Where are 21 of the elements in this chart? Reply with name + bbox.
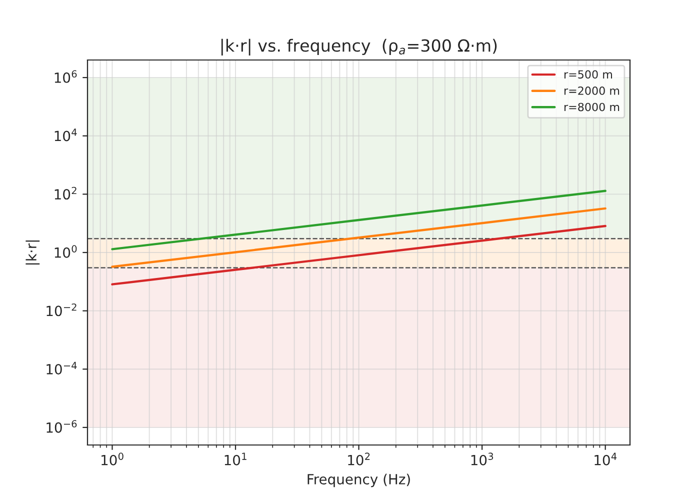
x-tick-label: 10$^{2}$ [348,452,370,466]
y-tick-label: 10$^{−4}$ [46,362,77,375]
chart-title: |k·r| vs. frequency (ρ$_{a}$=300 Ω·m) [221,38,497,56]
line-series [111,224,606,286]
legend-label: r=2000 m [564,86,620,95]
y-tick-label: 10$^{6}$ [54,70,77,83]
x-axis-title: Frequency (Hz) [308,474,410,488]
x-tick-label: 10$^{3}$ [471,452,494,466]
legend-label: r=8000 m [564,102,620,112]
y-axis-title: |k·r| [26,240,40,264]
y-tick-label: 10$^{−6}$ [46,420,77,433]
legend-label: r=500 m [564,70,612,79]
y-tick-label: 10$^{−2}$ [46,303,76,316]
x-tick-label: 10$^{0}$ [102,452,124,466]
y-tick-label: 10$^{2}$ [54,186,76,200]
y-tick-label: 10$^{0}$ [54,245,77,258]
line-series [111,207,606,268]
x-tick-label: 10$^{4}$ [594,452,617,466]
line-series [111,190,606,250]
x-tick-label: 10$^{1}$ [224,452,246,466]
y-tick-label: 10$^{4}$ [54,128,77,142]
